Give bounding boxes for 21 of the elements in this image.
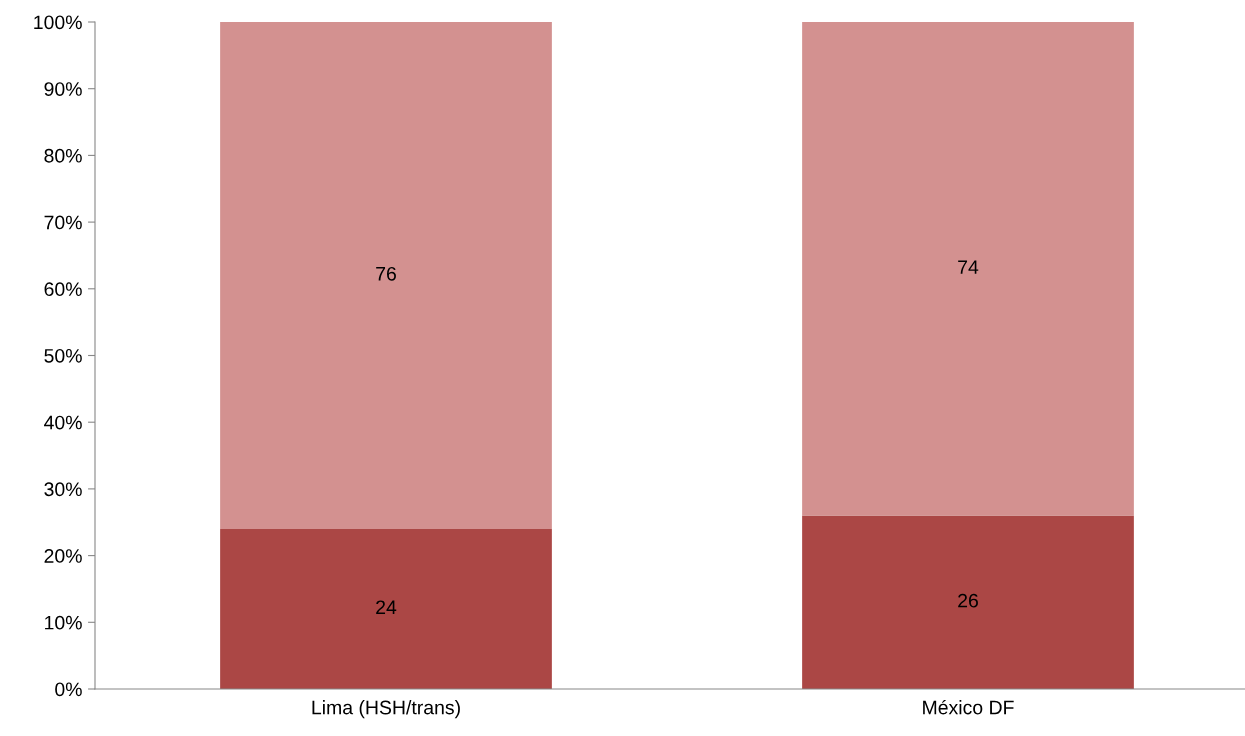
y-tick-label: 90% bbox=[44, 82, 82, 96]
y-tick-label: 100% bbox=[34, 15, 82, 30]
y-tick-label: 50% bbox=[44, 348, 82, 363]
y-tick-label: 30% bbox=[44, 482, 82, 497]
y-tick-label: 60% bbox=[44, 282, 82, 297]
y-tick-label: 70% bbox=[44, 215, 82, 230]
y-tick-label: 40% bbox=[44, 415, 82, 430]
bar bbox=[220, 22, 552, 529]
data-label: 26 bbox=[958, 593, 978, 608]
bar bbox=[802, 22, 1134, 516]
x-tick-label: Lima (HSH/trans) bbox=[312, 700, 460, 719]
bar bbox=[220, 528, 552, 689]
data-label: 76 bbox=[376, 266, 396, 281]
x-tick-label: México DF bbox=[923, 699, 1014, 715]
y-tick-label: 80% bbox=[44, 148, 82, 163]
y-tick-label: 10% bbox=[45, 615, 82, 630]
data-label: 74 bbox=[958, 260, 979, 274]
data-label: 24 bbox=[376, 600, 397, 614]
bar bbox=[802, 515, 1134, 689]
y-tick-label: 20% bbox=[44, 549, 82, 563]
y-tick-label: 0% bbox=[55, 682, 82, 697]
